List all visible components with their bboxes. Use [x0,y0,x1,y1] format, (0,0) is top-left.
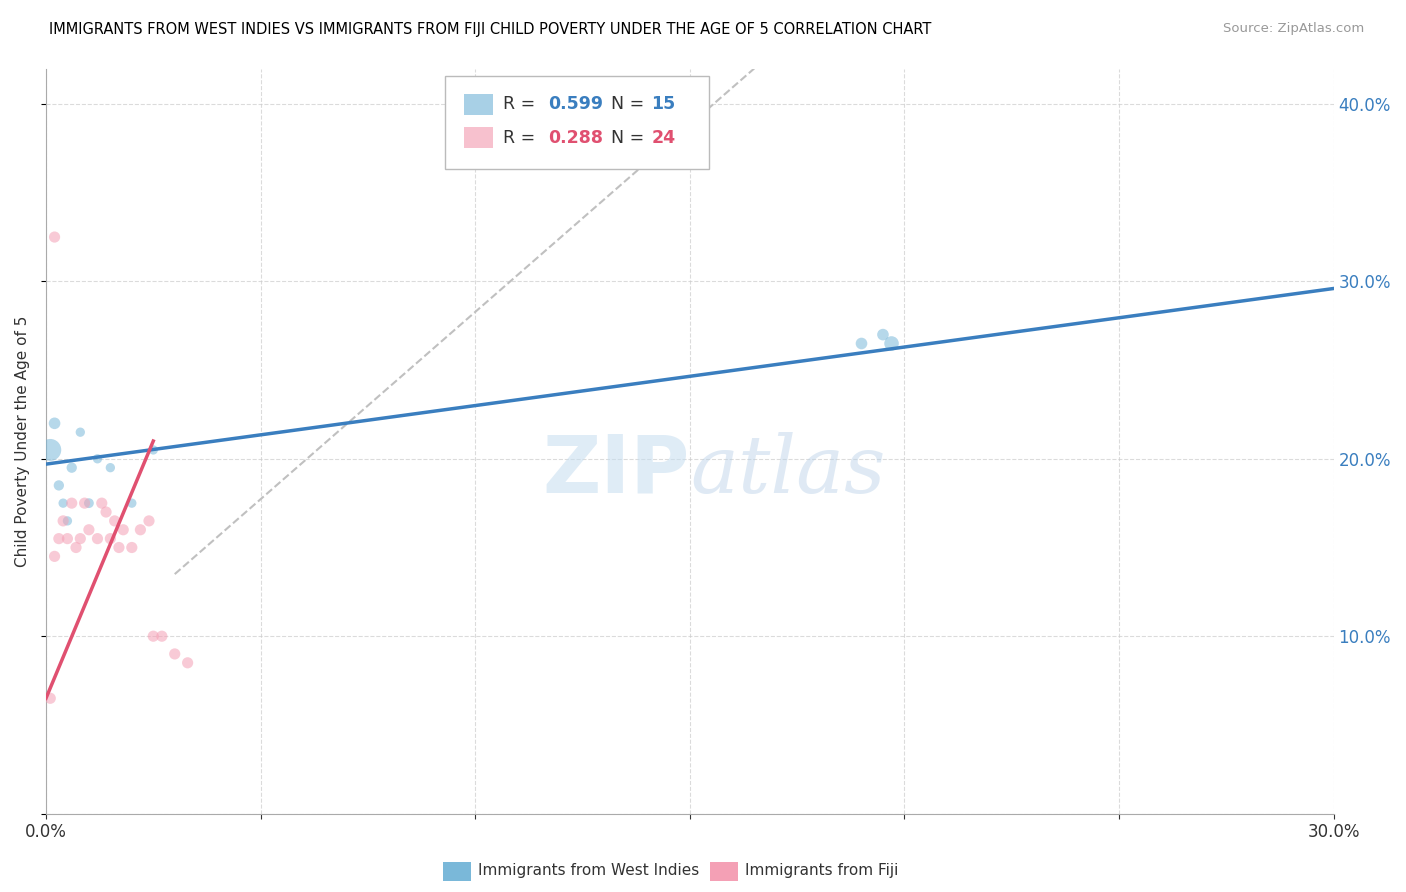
Point [65,541,87,555]
Point [48,532,70,546]
Text: R =: R = [503,128,541,147]
Point [112,523,135,537]
Point [39,691,62,706]
Point [121,541,143,555]
Point [77,523,100,537]
Text: 24: 24 [651,128,675,147]
Text: N =: N = [600,95,650,113]
Text: Source: ZipAtlas.com: Source: ZipAtlas.com [1223,22,1364,36]
Text: atlas: atlas [690,432,886,509]
Point [129,523,152,537]
Point [86,532,108,546]
Point [104,514,127,528]
Point [163,647,186,661]
Text: 0.599: 0.599 [548,95,603,113]
Point [98,532,121,546]
Point [851,336,873,351]
Point [44,417,66,431]
Point [94,505,117,519]
Bar [464,128,492,148]
Point [60,496,83,510]
Point [56,514,79,528]
Point [108,541,131,555]
Text: IMMIGRANTS FROM WEST INDIES VS IMMIGRANTS FROM FIJI CHILD POVERTY UNDER THE AGE : IMMIGRANTS FROM WEST INDIES VS IMMIGRANT… [49,22,932,37]
Point [69,532,91,546]
Point [44,230,66,244]
Point [121,496,143,510]
Point [52,514,75,528]
Point [52,496,75,510]
Text: N =: N = [600,128,650,147]
Point [60,460,83,475]
Point [98,460,121,475]
Text: 15: 15 [651,95,675,113]
Text: Immigrants from Fiji: Immigrants from Fiji [745,863,898,878]
Point [73,496,96,510]
Text: ZIP: ZIP [543,432,690,510]
Bar [464,94,492,115]
FancyBboxPatch shape [446,76,709,169]
Point [56,532,79,546]
Point [86,451,108,466]
Point [69,425,91,440]
Point [39,442,62,457]
Point [48,478,70,492]
Point [142,629,165,643]
Point [44,549,66,564]
Point [138,514,160,528]
Point [176,656,198,670]
Point [150,629,173,643]
Point [90,496,112,510]
Point [872,327,894,342]
Y-axis label: Child Poverty Under the Age of 5: Child Poverty Under the Age of 5 [15,316,30,566]
Text: Immigrants from West Indies: Immigrants from West Indies [478,863,699,878]
Point [142,442,165,457]
Text: 0.288: 0.288 [548,128,603,147]
Point [880,336,903,351]
Text: R =: R = [503,95,541,113]
Point [77,496,100,510]
